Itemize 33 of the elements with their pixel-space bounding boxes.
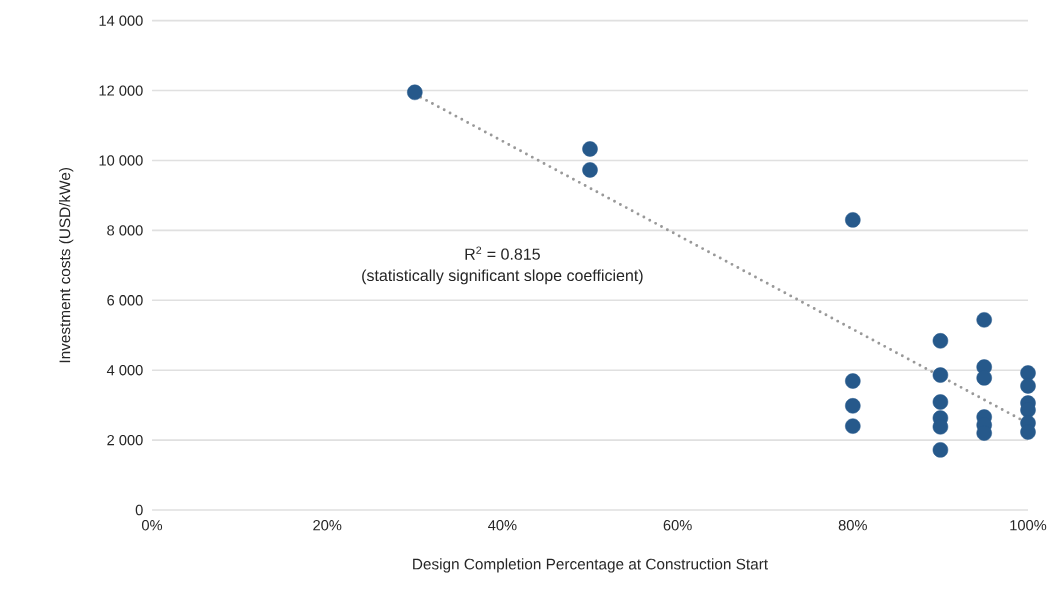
x-tick-label: 80%: [838, 520, 867, 531]
point: [932, 367, 949, 383]
x-tick-label: 40%: [488, 520, 517, 531]
y-tick-label: 6 000: [107, 295, 143, 306]
y-tick-label: 14 000: [99, 15, 143, 26]
x-tick-label: 60%: [663, 520, 692, 531]
y-tick-label: 4 000: [106, 365, 143, 376]
point: [407, 84, 423, 101]
point: [845, 373, 861, 389]
y-tick-label: 2 000: [107, 434, 143, 446]
x-tick-label: 20%: [313, 520, 342, 531]
y-axis-title: Investment costs (USD/kWe): [59, 168, 74, 363]
point: [976, 370, 992, 386]
point: [845, 398, 861, 414]
y-tick-label: 0: [135, 504, 143, 516]
x-tick-label: 0%: [141, 520, 163, 531]
point: [582, 141, 598, 157]
y-tick-label: 12 000: [99, 85, 143, 96]
annotation: R$^{2}$ = 0.815: [465, 246, 540, 260]
y-tick-label: 8 000: [107, 225, 143, 236]
point: [845, 418, 861, 434]
point: [582, 162, 598, 178]
point: [932, 333, 949, 349]
point: [932, 442, 949, 458]
annotation: (statistically significant slope coefficient): [362, 269, 643, 285]
point: [1020, 365, 1036, 381]
point: [932, 394, 949, 410]
point: [1020, 378, 1036, 394]
y-tick-label: 10 000: [99, 155, 143, 166]
x-tick-label: 100%: [1010, 520, 1047, 531]
x-axis-title: Design Completion Percentage at Construction Start: [413, 558, 768, 573]
point: [976, 312, 992, 328]
point: [845, 212, 861, 228]
